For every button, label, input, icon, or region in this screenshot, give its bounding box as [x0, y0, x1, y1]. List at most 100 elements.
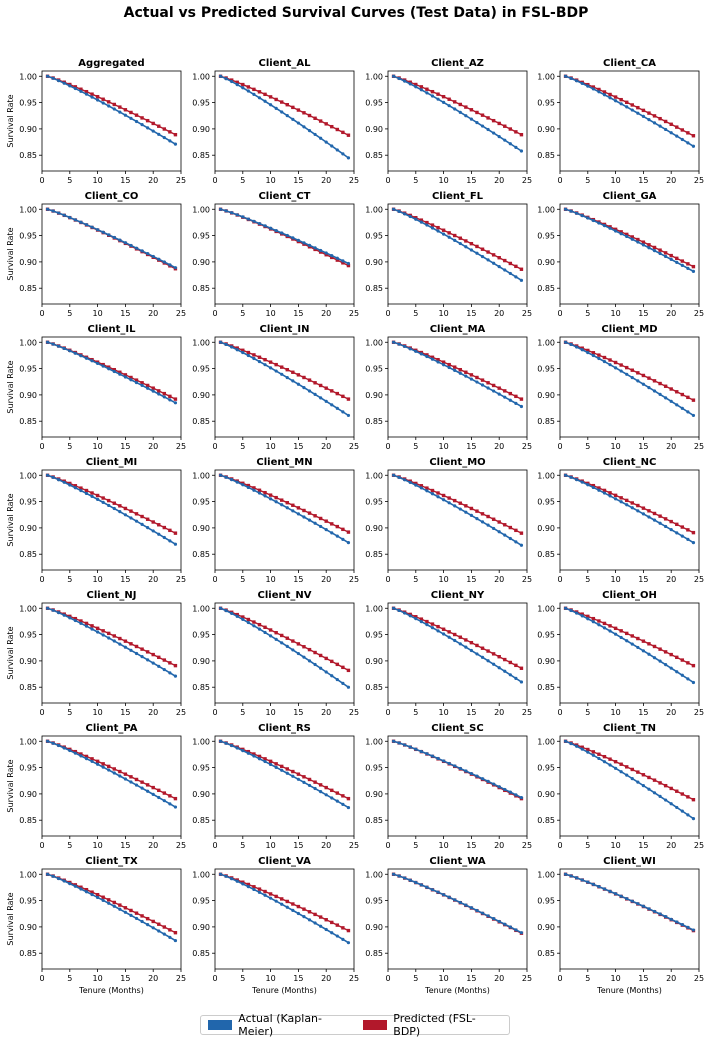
point-predicted	[274, 894, 278, 899]
point-actual	[619, 770, 623, 774]
point-predicted	[107, 365, 111, 369]
x-tick-label: 25	[522, 708, 532, 717]
panel: Client_NJ0 5 10 15 20 250.850.900.951.00Survi…	[6, 590, 186, 717]
point-actual	[173, 938, 178, 943]
point-predicted	[341, 130, 345, 135]
x-axis-label: Tenure (Months)	[251, 986, 317, 995]
point-predicted	[235, 346, 239, 350]
point-actual	[419, 220, 423, 224]
point-actual	[257, 491, 262, 495]
panel-title: Client_MI	[86, 457, 138, 468]
point-predicted	[519, 267, 524, 271]
x-tick-label: 10	[93, 974, 103, 983]
point-predicted	[519, 666, 524, 670]
point-actual	[414, 217, 418, 221]
x-tick-label: 5	[240, 309, 245, 318]
point-actual	[123, 241, 127, 245]
y-tick-label: 0.90	[365, 657, 383, 666]
point-predicted	[586, 747, 590, 752]
point-actual	[519, 795, 524, 800]
point-predicted	[669, 786, 673, 791]
point-predicted	[79, 486, 83, 490]
point-predicted	[625, 765, 629, 769]
x-tick-label: 5	[67, 841, 72, 850]
point-actual	[45, 606, 50, 610]
point-predicted	[73, 85, 78, 89]
panel-frame	[41, 868, 182, 970]
point-actual	[62, 213, 66, 217]
point-predicted	[123, 772, 128, 776]
point-predicted	[686, 795, 690, 799]
point-predicted	[341, 926, 345, 930]
point-predicted	[129, 908, 133, 913]
point-predicted	[619, 363, 623, 367]
point-predicted	[675, 789, 679, 793]
point-actual	[134, 246, 139, 250]
point-actual	[51, 608, 55, 612]
point-predicted	[84, 887, 89, 892]
panel-frame	[214, 336, 355, 438]
x-tick-label: 20	[321, 309, 331, 318]
point-actual	[563, 872, 568, 876]
point-actual	[140, 786, 144, 790]
point-actual	[324, 399, 328, 403]
point-actual	[469, 377, 473, 381]
point-actual	[274, 369, 278, 373]
point-predicted	[613, 360, 618, 365]
point-actual	[79, 354, 83, 358]
point-actual	[307, 389, 312, 393]
x-tick-label: 5	[413, 841, 418, 850]
point-predicted	[608, 491, 612, 495]
panel-frame	[41, 735, 182, 837]
point-actual	[602, 887, 607, 891]
point-actual	[129, 780, 133, 784]
point-actual	[652, 389, 657, 393]
panel-frame	[41, 469, 182, 571]
point-actual	[442, 100, 446, 104]
series-line-actual	[47, 607, 176, 677]
point-actual	[641, 243, 646, 247]
point-actual	[285, 644, 289, 648]
point-predicted	[285, 500, 289, 505]
point-actual	[112, 771, 116, 775]
point-predicted	[436, 624, 440, 629]
point-actual	[241, 617, 245, 621]
point-actual	[480, 777, 485, 781]
y-tick-label: 0.95	[19, 99, 37, 108]
point-actual	[168, 263, 172, 267]
x-tick-label: 15	[293, 176, 303, 185]
point-actual	[397, 874, 401, 878]
point-actual	[453, 504, 457, 508]
y-tick-label: 0.95	[192, 764, 210, 773]
point-actual	[218, 473, 223, 477]
point-actual	[664, 663, 668, 667]
point-predicted	[324, 253, 328, 257]
point-actual	[118, 642, 122, 646]
x-tick-label: 25	[694, 442, 704, 451]
point-actual	[246, 353, 250, 358]
x-tick-label: 15	[120, 309, 130, 318]
point-actual	[608, 96, 612, 100]
point-actual	[118, 372, 122, 376]
x-tick-label: 10	[611, 708, 621, 717]
point-predicted	[453, 100, 457, 104]
point-predicted	[335, 524, 340, 529]
point-actual	[274, 637, 278, 641]
point-actual	[280, 503, 284, 507]
point-actual	[475, 120, 479, 125]
y-tick-label: 1.00	[19, 338, 37, 347]
point-predicted	[602, 90, 607, 94]
y-tick-label: 0.90	[192, 258, 210, 267]
point-actual	[280, 768, 284, 772]
point-predicted	[519, 531, 524, 535]
y-tick-label: 1.00	[19, 604, 37, 613]
point-actual	[508, 673, 512, 677]
point-actual	[414, 747, 418, 751]
point-predicted	[79, 619, 83, 623]
point-actual	[151, 129, 155, 133]
x-tick-label: 5	[67, 309, 72, 318]
point-actual	[168, 935, 172, 939]
point-actual	[73, 351, 77, 355]
point-predicted	[151, 520, 155, 524]
point-predicted	[341, 665, 345, 670]
